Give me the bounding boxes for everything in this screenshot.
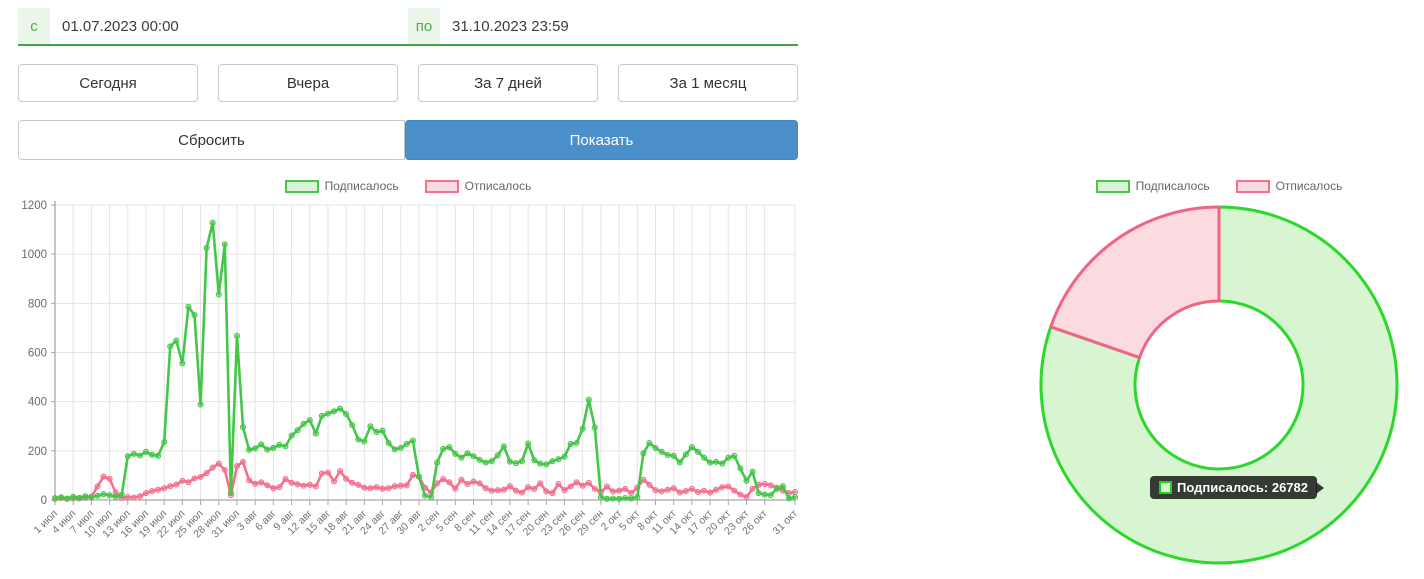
donut-chart-legend: Подписалось Отписалось	[1035, 179, 1403, 193]
svg-text:31 окт: 31 окт	[770, 508, 798, 538]
donut-slice-unsubscribed[interactable]	[1049, 205, 1221, 360]
legend-unsubscribed-label: Отписалось	[464, 179, 532, 193]
legend-subscribed-label: Подписалось	[324, 179, 399, 193]
legend-item-unsubscribed[interactable]: Отписалось	[1235, 179, 1343, 193]
legend-item-unsubscribed[interactable]: Отписалось	[424, 179, 532, 193]
unsubscribed-series[interactable]	[51, 458, 798, 503]
subscribed-swatch-icon	[284, 179, 319, 193]
legend-unsubscribed-label: Отписалось	[1275, 179, 1343, 193]
svg-text:1000: 1000	[21, 249, 47, 261]
tooltip-subscribed-swatch-icon	[1159, 481, 1172, 494]
tooltip-caret-icon	[1316, 481, 1324, 494]
yesterday-button[interactable]: Вчера	[218, 64, 398, 102]
subscribed-swatch-icon	[1095, 179, 1130, 193]
unsubscribed-swatch-icon	[1235, 179, 1270, 193]
date-to-label: по	[408, 8, 440, 44]
quick-range-buttons: Сегодня Вчера За 7 дней За 1 месяц	[18, 64, 798, 102]
last-month-button[interactable]: За 1 месяц	[618, 64, 798, 102]
last-7-days-button[interactable]: За 7 дней	[418, 64, 598, 102]
action-buttons: Сбросить Показать	[18, 120, 798, 160]
svg-text:600: 600	[28, 348, 47, 360]
legend-item-subscribed[interactable]: Подписалось	[284, 179, 399, 193]
svg-text:400: 400	[28, 397, 47, 409]
svg-text:800: 800	[28, 298, 47, 310]
date-from-input[interactable]: 01.07.2023 00:00	[62, 17, 179, 35]
tooltip-text: Подписалось: 26782	[1177, 480, 1308, 495]
date-to-input[interactable]: 31.10.2023 23:59	[452, 17, 569, 35]
donut-tooltip: Подписалось: 26782	[1150, 476, 1324, 499]
subscribed-series[interactable]	[51, 219, 798, 502]
reset-button[interactable]: Сбросить	[18, 120, 405, 160]
date-from-field: с 01.07.2023 00:00	[18, 8, 408, 44]
date-from-label: с	[18, 8, 50, 44]
filters-panel: с 01.07.2023 00:00 по 31.10.2023 23:59 С…	[18, 8, 798, 160]
svg-text:200: 200	[28, 446, 47, 458]
subscriptions-donut-chart[interactable]	[1035, 201, 1403, 569]
y-axis-labels: 0 200 400 600 800 1000 1200	[21, 200, 47, 507]
today-button[interactable]: Сегодня	[18, 64, 198, 102]
svg-text:0: 0	[41, 495, 47, 507]
legend-item-subscribed[interactable]: Подписалось	[1095, 179, 1210, 193]
unsubscribed-swatch-icon	[424, 179, 459, 193]
line-chart-legend: Подписалось Отписалось	[18, 179, 798, 193]
legend-subscribed-label: Подписалось	[1135, 179, 1210, 193]
donut-slice-subscribed[interactable]	[1039, 205, 1399, 565]
chart-axes	[51, 201, 796, 505]
date-range-row: с 01.07.2023 00:00 по 31.10.2023 23:59	[18, 8, 798, 46]
date-to-field: по 31.10.2023 23:59	[408, 8, 798, 44]
show-button[interactable]: Показать	[405, 120, 798, 160]
svg-text:1200: 1200	[21, 200, 47, 212]
